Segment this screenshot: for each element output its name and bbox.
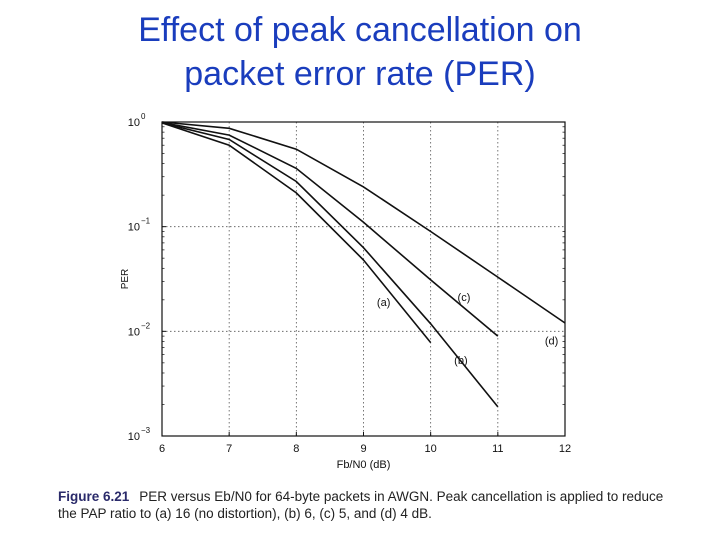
- series-line-b: [161, 122, 499, 408]
- series-annotation: (a): [377, 297, 390, 309]
- y-tick-label: 10: [128, 431, 140, 443]
- y-tick-exponent: −2: [141, 321, 151, 330]
- x-tick-label: 7: [226, 443, 232, 455]
- x-tick-label: 8: [293, 443, 299, 455]
- x-tick-label: 12: [559, 443, 571, 455]
- series-line-c: [161, 121, 499, 337]
- slide-title-line-2: packet error rate (PER): [184, 55, 536, 93]
- slide-title: Effect of peak cancellation on packet er…: [0, 8, 720, 96]
- caption-line-1: Figure 6.21 PER versus Eb/N0 for 64-byte …: [58, 488, 678, 505]
- series-line-d: [161, 121, 566, 324]
- y-axis-label: PER: [120, 269, 131, 290]
- series-annotation: (b): [454, 355, 467, 367]
- y-tick-label: 10: [128, 117, 140, 129]
- x-tick-label: 11: [492, 443, 503, 455]
- figure-label: Figure 6.21: [58, 489, 130, 504]
- x-tick-label: 10: [425, 443, 437, 455]
- series-annotation: (d): [545, 335, 558, 347]
- caption-text-1: PER versus Eb/N0 for 64-byte packets in …: [139, 489, 664, 504]
- y-tick-exponent: 0: [141, 112, 146, 121]
- x-tick-label: 6: [159, 443, 165, 455]
- y-tick-exponent: −1: [141, 217, 151, 226]
- y-tick-label: 10: [128, 222, 140, 234]
- figure-caption: Figure 6.21 PER versus Eb/N0 for 64-byte …: [58, 488, 678, 522]
- y-tick-label: 10: [128, 326, 140, 338]
- y-tick-exponent: −3: [141, 426, 151, 435]
- series-line-a: [161, 122, 432, 344]
- x-tick-label: 9: [360, 443, 366, 455]
- slide-title-line-1: Effect of peak cancellation on: [138, 11, 582, 49]
- x-axis-label: Fb/N0 (dB): [337, 459, 391, 471]
- series-annotation: (c): [458, 292, 471, 304]
- caption-line-2: the PAP ratio to (a) 16 (no distortion),…: [58, 506, 432, 521]
